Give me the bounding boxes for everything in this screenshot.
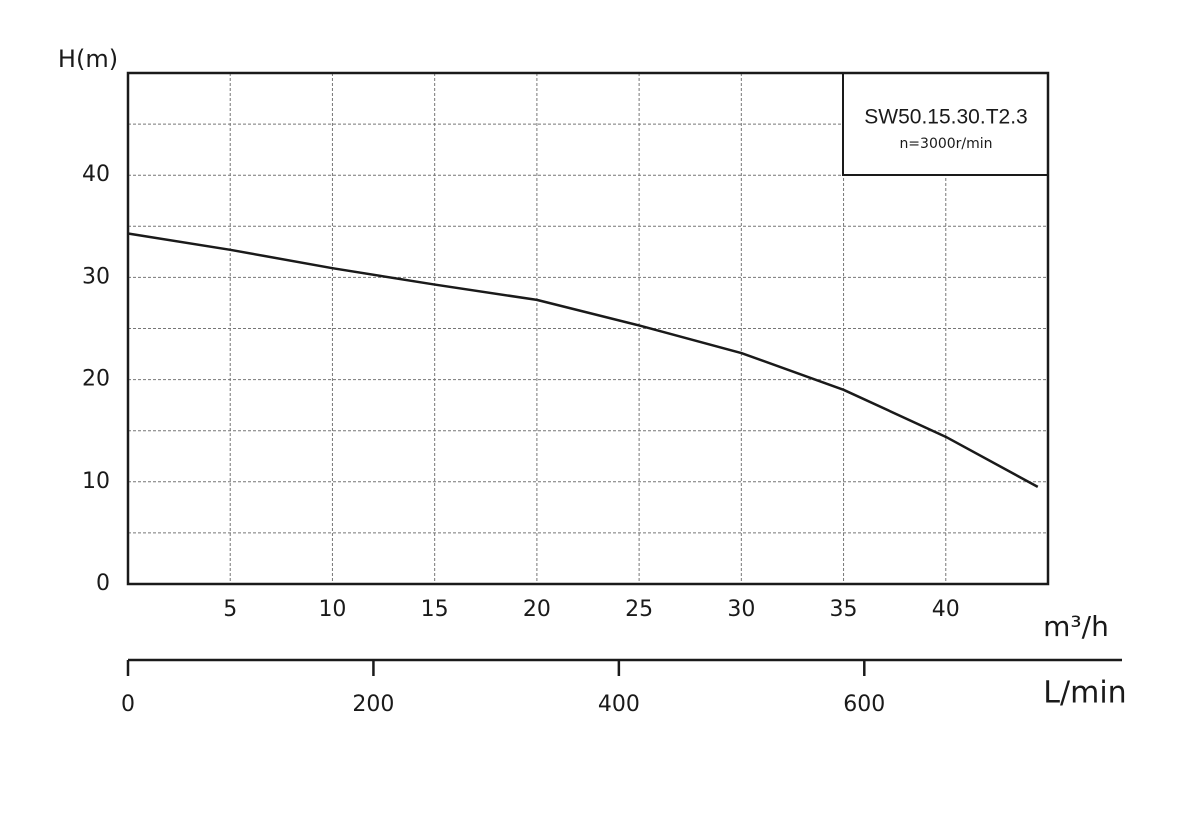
x-tick-label: 40	[932, 597, 960, 622]
plot-frame	[126, 71, 1050, 586]
chart-subtitle: n=3000r/min	[899, 136, 992, 152]
x2-tick-label: 600	[843, 692, 885, 717]
x2-axis-label: L/min	[1043, 676, 1126, 711]
x-tick-label: 25	[625, 597, 653, 622]
x-axis-label: m³/h	[1043, 610, 1109, 643]
x-tick-label: 20	[523, 597, 551, 622]
x-tick-label: 30	[727, 597, 755, 622]
y-tick-label: 20	[82, 367, 110, 392]
x-tick-label: 35	[830, 597, 858, 622]
x-tick-label: 15	[421, 597, 449, 622]
x-tick-label: 5	[223, 597, 237, 622]
y-tick-label: 10	[82, 469, 110, 494]
x-tick-label: 10	[318, 597, 346, 622]
y-tick-label: 0	[96, 571, 110, 596]
y-tick-label: 40	[82, 162, 110, 187]
title-box	[842, 72, 1049, 176]
y-axis-label: H(m)	[58, 45, 118, 73]
x2-tick-label: 0	[121, 692, 135, 717]
x2-tick-label: 200	[352, 692, 394, 717]
grid	[128, 73, 1048, 585]
curve	[127, 232, 1039, 489]
x2-tick-label: 400	[598, 692, 640, 717]
y-tick-label: 30	[82, 264, 110, 289]
chart-title: SW50.15.30.T2.3	[864, 106, 1027, 129]
